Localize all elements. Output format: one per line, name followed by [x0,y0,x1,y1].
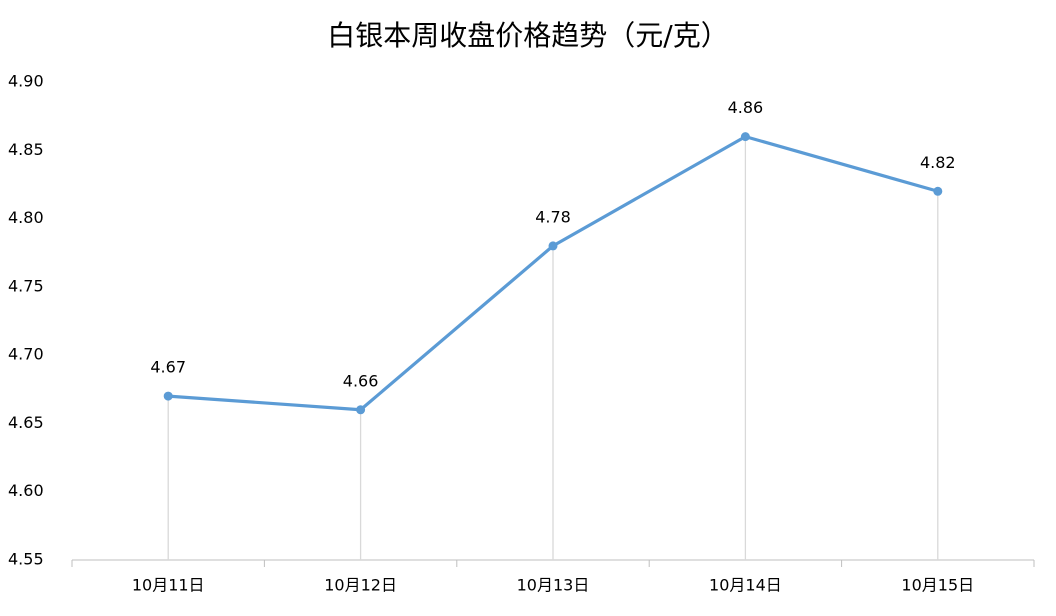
y-tick-label: 4.55 [8,550,44,569]
data-label: 4.82 [920,153,956,172]
y-tick-label: 4.75 [8,276,44,295]
x-tick-label: 10月14日 [709,576,782,595]
marker [356,405,366,415]
x-tick-label: 10月12日 [324,576,397,595]
marker [548,241,558,251]
y-tick-label: 4.60 [8,481,44,500]
data-label: 4.78 [535,207,571,226]
data-label: 4.67 [150,358,186,377]
marker [933,186,943,196]
x-tick-label: 10月11日 [132,576,205,595]
y-tick-label: 4.80 [8,208,44,227]
y-tick-label: 4.90 [8,72,44,91]
x-tick-label: 10月13日 [517,576,590,595]
data-label: 4.66 [343,371,379,390]
y-tick-label: 4.70 [8,345,44,364]
chart-title: 白银本周收盘价格趋势（元/克） [327,19,728,52]
marker [740,132,750,142]
y-tick-label: 4.65 [8,413,44,432]
data-label: 4.86 [728,98,764,117]
x-tick-label: 10月15日 [901,576,974,595]
marker [163,391,173,401]
y-tick-label: 4.85 [8,140,44,159]
